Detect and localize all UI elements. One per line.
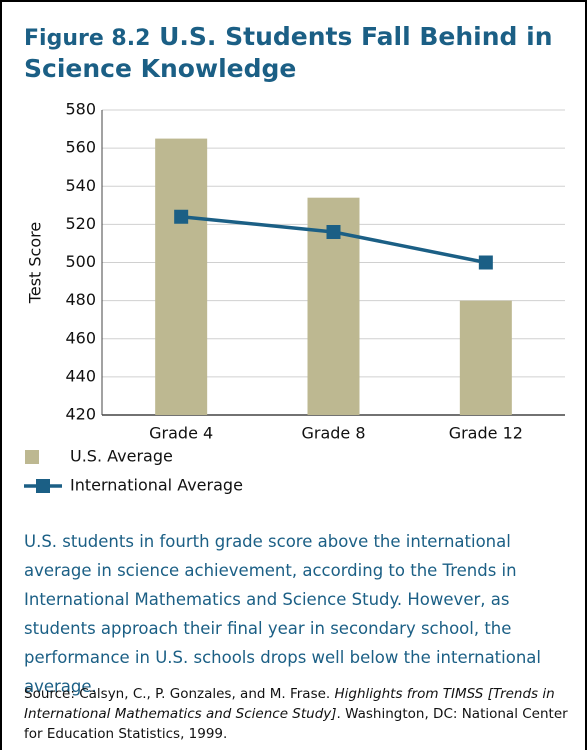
source-text: Source: Calsyn, C., P. Gonzales, and M. …: [24, 686, 335, 702]
caption: U.S. students in fourth grade score abov…: [24, 532, 541, 696]
bar: [459, 300, 512, 415]
chart: 420 440 460 480 500 520 540 560 580 Test Score Gra…: [24, 100, 565, 495]
bar: [155, 138, 208, 415]
y-tick-label: 560: [65, 138, 96, 157]
legend-label: International Average: [70, 476, 243, 495]
y-tick-label: 420: [65, 405, 96, 424]
source-text: . Washington, DC: National Center for Ed…: [24, 706, 568, 742]
x-tick-label: Grade 4: [149, 424, 213, 443]
source-title: Highlights from TIMSS [Trends in Interna…: [24, 686, 555, 722]
y-tick-label: 440: [65, 366, 96, 385]
marker: [174, 209, 189, 224]
x-tick-label: Grade 8: [301, 424, 365, 443]
legend-swatch: [25, 450, 39, 464]
marker: [326, 225, 341, 239]
y-tick-label: 500: [65, 252, 96, 271]
y-tick-label: 520: [65, 214, 96, 233]
title: Figure 8.2 U.S. Students Fall Behind in …: [24, 22, 564, 84]
y-tick-label: 480: [65, 290, 96, 309]
y-tick-label: 540: [65, 176, 96, 195]
y-tick-label: 460: [65, 328, 96, 347]
y-axis-label: Test Score: [26, 222, 45, 304]
figure-label: Figure 8.2: [24, 26, 151, 51]
legend-label: U.S. Average: [70, 447, 173, 466]
y-tick-label: 580: [65, 100, 96, 119]
legend-swatch: [36, 479, 50, 493]
chart-title: U.S. Students Fall Behind in Science Kno…: [24, 22, 553, 83]
x-tick-label: Grade 12: [449, 424, 523, 443]
marker: [478, 255, 493, 270]
source: Source: Calsyn, C., P. Gonzales, and M. …: [24, 684, 574, 744]
